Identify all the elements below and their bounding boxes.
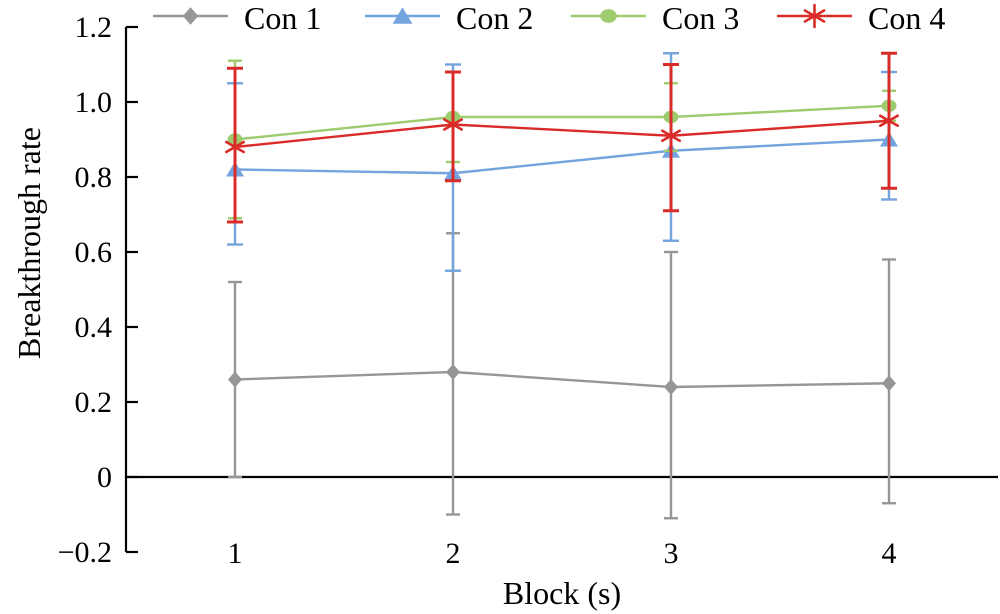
y-tick-label: 1.2 bbox=[75, 11, 113, 44]
series-con-3 bbox=[227, 59, 897, 220]
series-con-2-line bbox=[234, 138, 890, 175]
series-con-4-marker-asterisk bbox=[225, 135, 245, 159]
legend-item-con-3: Con 3 bbox=[571, 0, 739, 36]
series-con-4 bbox=[225, 51, 900, 224]
x-tick-label: 3 bbox=[664, 537, 679, 570]
y-tick-label: −0.2 bbox=[58, 536, 112, 569]
legend-label: Con 3 bbox=[662, 0, 739, 36]
series-con-1-marker-diamond bbox=[228, 371, 242, 388]
x-tick-label: 2 bbox=[446, 537, 461, 570]
axes bbox=[124, 25, 998, 554]
y-tick-label: 0.2 bbox=[75, 386, 113, 419]
y-tick-label: 0.6 bbox=[75, 236, 113, 269]
y-tick-label: 0.4 bbox=[75, 311, 113, 344]
legend-label: Con 2 bbox=[456, 0, 533, 36]
series-con-3-error-bars bbox=[228, 59, 896, 220]
series-con-3-line bbox=[234, 104, 890, 141]
y-tick-label: 0.8 bbox=[75, 161, 113, 194]
series-con-4-marker-asterisk bbox=[878, 109, 900, 133]
x-tick-label: 4 bbox=[882, 537, 897, 570]
legend-label: Con 4 bbox=[868, 0, 945, 36]
legend-marker-circle-icon bbox=[600, 9, 617, 23]
series-con-1-marker-diamond bbox=[664, 379, 678, 395]
legend-item-con-1: Con 1 bbox=[153, 0, 321, 36]
legend: Con 1 Con 2 Con 3 Con 4 bbox=[153, 0, 945, 36]
series-con-1 bbox=[228, 232, 896, 520]
legend-marker-triangle-icon bbox=[392, 7, 413, 24]
y-tick-label: 1.0 bbox=[75, 86, 113, 119]
series-con-2 bbox=[226, 52, 898, 272]
x-axis-title: Block (s) bbox=[503, 575, 621, 611]
legend-item-con-2: Con 2 bbox=[365, 0, 533, 36]
series-con-1-marker-diamond bbox=[882, 375, 896, 392]
series-con-4-marker-asterisk bbox=[442, 113, 464, 136]
legend-item-con-4: Con 4 bbox=[777, 0, 945, 36]
series-con-1-line bbox=[234, 370, 890, 389]
legend-marker-diamond-icon bbox=[182, 7, 199, 25]
legend-label: Con 1 bbox=[244, 0, 321, 36]
legend-marker-asterisk-icon bbox=[803, 3, 826, 29]
series-con-4-marker-asterisk bbox=[660, 124, 682, 148]
y-axis-title: Breakthrough rate bbox=[11, 127, 47, 359]
x-tick-label: 1 bbox=[228, 537, 243, 570]
series-con-4-line bbox=[234, 119, 890, 149]
y-tick-label: 0 bbox=[97, 461, 112, 494]
series-con-1-marker-diamond bbox=[446, 364, 460, 380]
